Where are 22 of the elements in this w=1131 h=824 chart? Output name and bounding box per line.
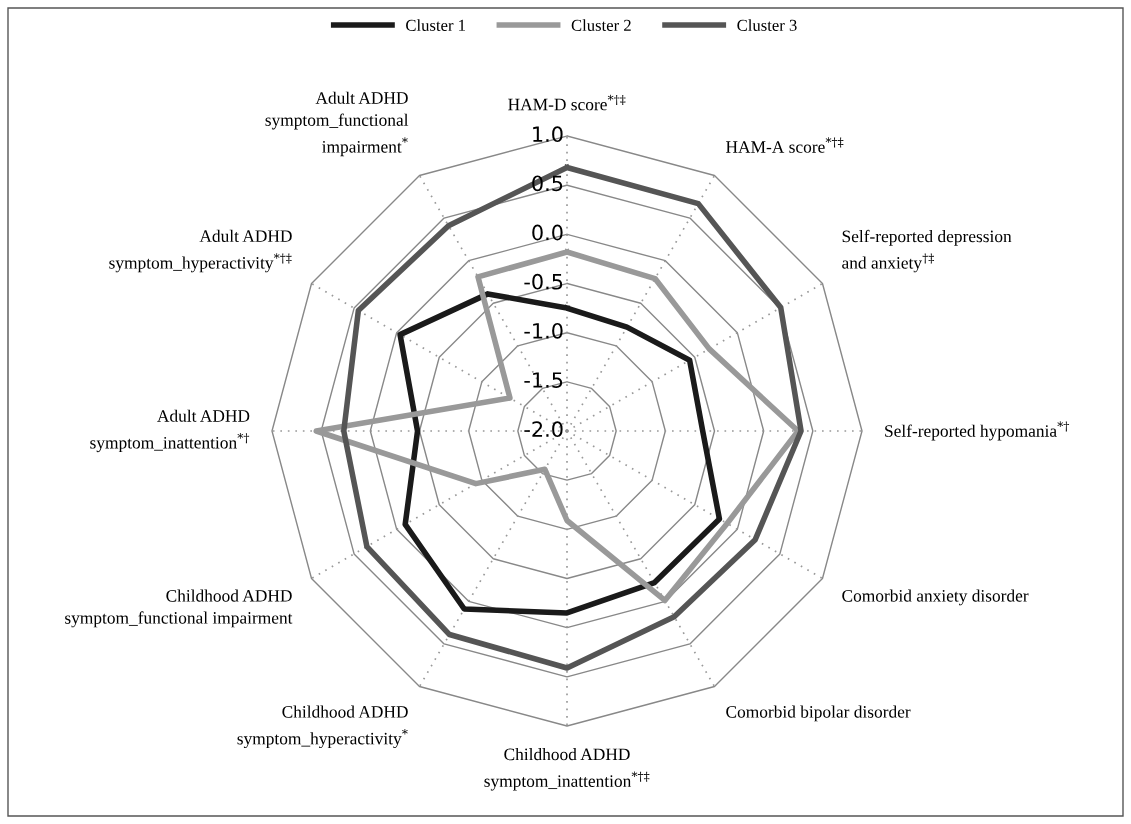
spoke-label: HAM-A score$^{*†‡}$ — [726, 137, 844, 153]
spoke-label: Adult ADHD symptom_inattention$^{*†}$ — [90, 409, 250, 453]
spoke-label: Comorbid bipolar disorder — [726, 705, 911, 722]
spoke-label: Self-reported hypomania$^{*†}$ — [885, 421, 1070, 441]
y-tick-label: -1.5 — [524, 372, 563, 388]
spoke-label: Comorbid anxiety disorder — [842, 589, 1029, 606]
legend-label: Cluster 2 — [571, 19, 631, 31]
spoke-label: Childhood ADHD symptom_hyperactivity$^{*}$ — [237, 705, 408, 749]
spoke-label: Self-reported depression and anxiety$^{†‡}$ — [842, 229, 1012, 273]
spoke-label: Childhood ADHD symptom_inattention$^{*†‡}$ — [484, 748, 650, 791]
spoke-label: Adult ADHD symptom_hyperactivity$^{*†‡}$ — [109, 229, 292, 273]
legend-label: Cluster 1 — [406, 19, 466, 31]
y-tick-label: 0.5 — [532, 175, 563, 192]
y-tick-label: -0.5 — [524, 273, 563, 290]
legend-label: Cluster 3 — [737, 19, 797, 31]
y-tick-label: 1.0 — [533, 126, 563, 143]
y-tick-label: 0.0 — [532, 224, 563, 241]
spoke-label: HAM-D score$^{*†‡}$ — [508, 94, 626, 111]
y-tick-label: -1.0 — [524, 322, 563, 339]
y-tick-label: -2.0 — [524, 421, 563, 438]
spoke-label: Adult ADHD symptom_functional impairment$^{*}$ — [265, 91, 409, 157]
spoke-label: Childhood ADHD symptom_functional impairment — [65, 589, 293, 628]
